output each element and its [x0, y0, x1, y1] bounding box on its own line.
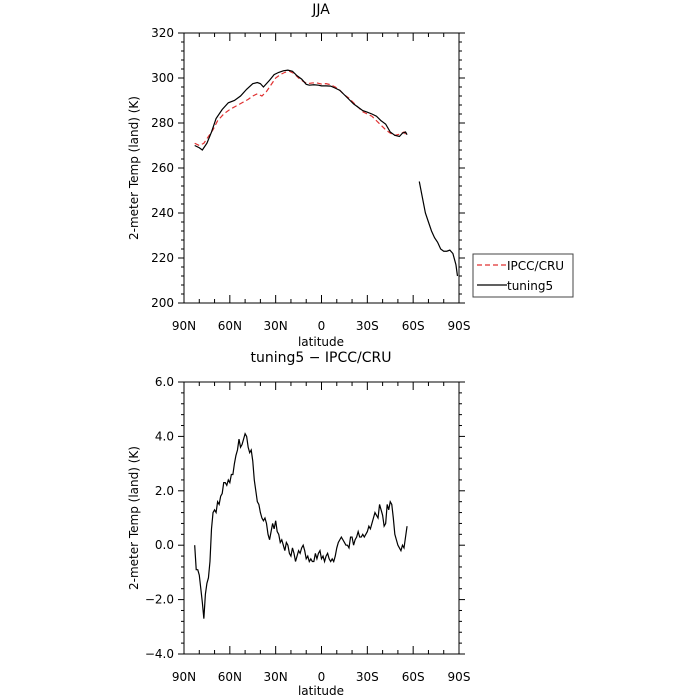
axis-ticks — [178, 381, 465, 655]
x-tick-label: 30N — [264, 670, 288, 684]
y-tick-label: 300 — [151, 71, 174, 85]
y-tick-label: 240 — [151, 206, 174, 220]
series-line-tuning5 — [194, 69, 459, 277]
y-tick-label: 260 — [151, 161, 174, 175]
x-tick-label: 60N — [218, 670, 242, 684]
x-axis-label: latitude — [298, 335, 344, 349]
panel-title: tuning5 − IPCC/CRU — [250, 350, 391, 366]
y-tick-label: 320 — [151, 26, 174, 40]
plot-frame — [183, 32, 460, 304]
series-lines — [194, 432, 408, 619]
x-tick-labels: 90N 60N 30N 0 30S 60S 90S — [172, 319, 471, 333]
y-tick-label: 2.0 — [155, 484, 174, 498]
x-tick-label: 60S — [402, 670, 425, 684]
y-axis-label: 2-meter Temp (land) (K) — [127, 96, 141, 240]
y-tick-label: 6.0 — [155, 375, 174, 389]
legend-label-tuning5: tuning5 — [507, 279, 553, 293]
x-tick-labels: 90N 60N 30N 0 30S 60S 90S — [172, 670, 471, 684]
series-line-difference — [194, 432, 408, 619]
axis-ticks — [178, 32, 465, 304]
y-tick-label: −4.0 — [145, 647, 174, 661]
y-axis-label: 2-meter Temp (land) (K) — [127, 446, 141, 590]
y-tick-label: 220 — [151, 251, 174, 265]
x-tick-label: 0 — [318, 319, 326, 333]
x-tick-label: 90S — [448, 670, 471, 684]
y-tick-label: 280 — [151, 116, 174, 130]
x-tick-label: 60S — [402, 319, 425, 333]
x-tick-label: 30S — [356, 670, 379, 684]
temperature-panel: JJA 90N 60N 30N 0 30S 60S 90S 200 220 240 260 280 3… — [127, 2, 470, 349]
x-tick-label: 30N — [264, 319, 288, 333]
plot-frame — [183, 381, 460, 655]
x-tick-label: 30S — [356, 319, 379, 333]
x-tick-label: 90N — [172, 670, 196, 684]
legend: IPCC/CRU tuning5 — [472, 253, 574, 298]
x-tick-label: 90N — [172, 319, 196, 333]
y-tick-label: 200 — [151, 296, 174, 310]
y-tick-labels: −4.0 −2.0 0.0 2.0 4.0 6.0 — [145, 375, 174, 661]
x-tick-label: 90S — [448, 319, 471, 333]
y-tick-label: −2.0 — [145, 593, 174, 607]
x-axis-label: latitude — [298, 684, 344, 698]
y-tick-labels: 200 220 240 260 280 300 320 — [151, 26, 174, 310]
panel-title: JJA — [311, 2, 330, 18]
x-tick-label: 60N — [218, 319, 242, 333]
legend-label-ipcc-cru: IPCC/CRU — [507, 259, 564, 273]
y-tick-label: 0.0 — [155, 538, 174, 552]
x-tick-label: 0 — [318, 670, 326, 684]
series-lines — [194, 69, 459, 277]
series-line-ipcc-cru — [194, 70, 408, 147]
y-tick-label: 4.0 — [155, 429, 174, 443]
difference-panel: tuning5 − IPCC/CRU 90N 60N 30N 0 30S 60S 90S −… — [127, 350, 470, 698]
legend-box — [472, 253, 574, 298]
